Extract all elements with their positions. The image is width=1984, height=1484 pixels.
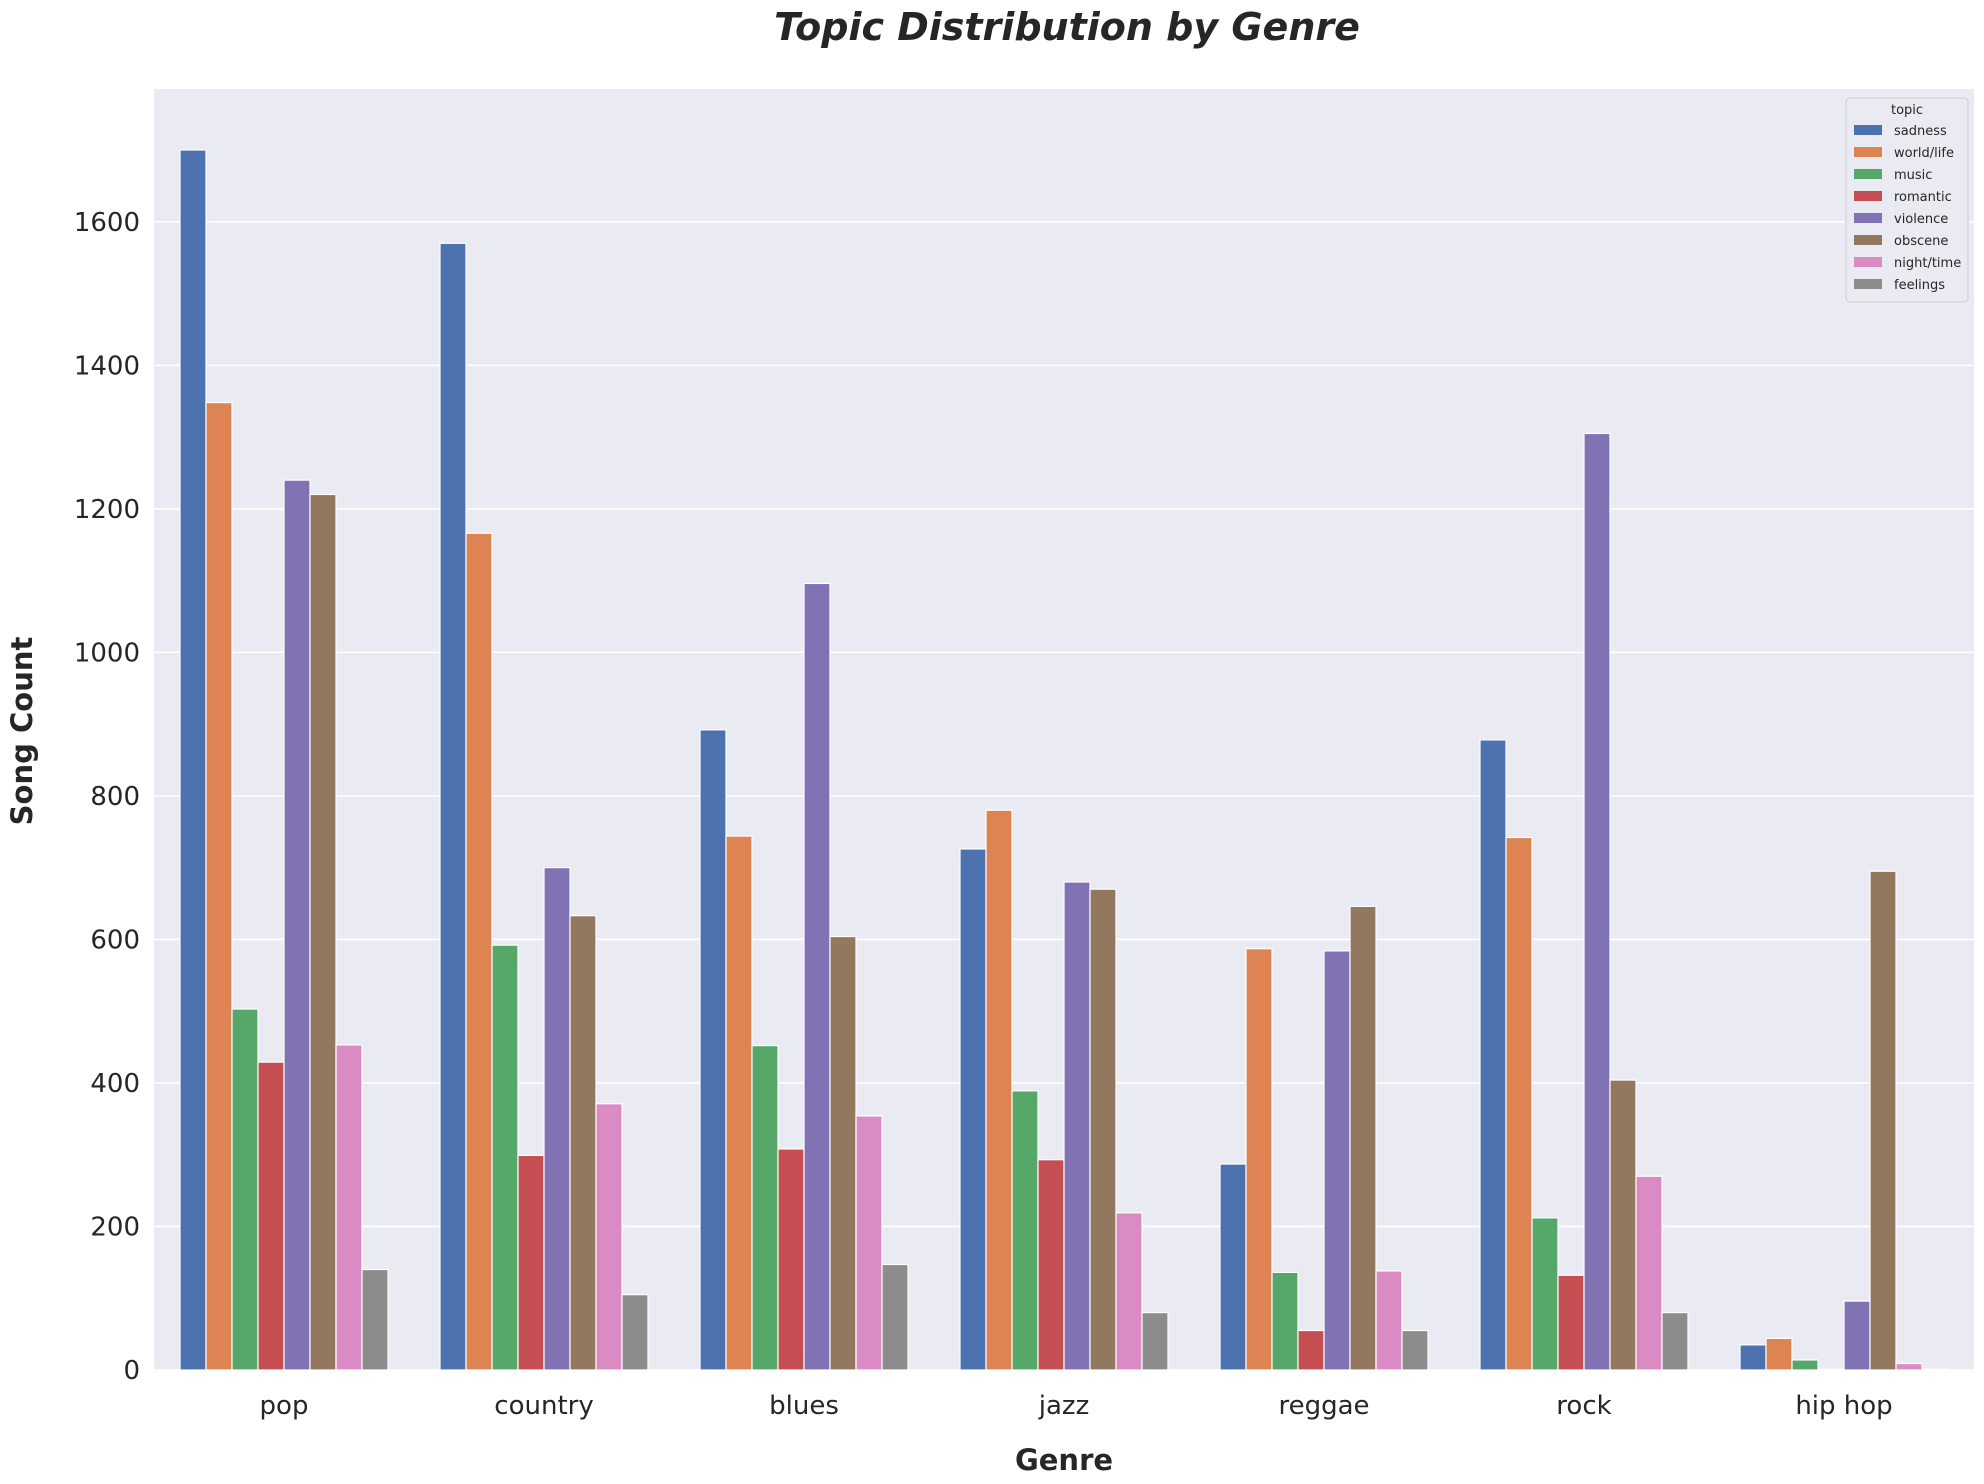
bar-sadness-country <box>439 242 467 1371</box>
bar-sadness-reggae <box>1219 1163 1247 1371</box>
bar-music-hip-hop <box>1791 1359 1819 1371</box>
bar-night-time-pop <box>335 1044 363 1371</box>
bar-violence-pop <box>283 479 311 1371</box>
bar-music-blues <box>751 1045 779 1371</box>
y-tick-label: 800 <box>90 782 140 812</box>
x-tick-label: country <box>494 1391 593 1421</box>
bar-obscene-hip-hop <box>1869 870 1897 1371</box>
y-tick-label: 600 <box>90 925 140 955</box>
bar-obscene-pop <box>309 493 337 1371</box>
legend-label: feelings <box>1894 278 1945 293</box>
bar-romantic-country <box>517 1154 545 1371</box>
legend-label: music <box>1894 168 1932 183</box>
bar-music-country <box>491 944 519 1371</box>
bar-night-time-country <box>595 1103 623 1371</box>
bars <box>179 149 1949 1371</box>
legend-label: world/life <box>1894 146 1954 161</box>
bar-obscene-jazz <box>1089 888 1117 1371</box>
y-axis-label: Song Count <box>5 637 39 826</box>
bar-violence-rock <box>1583 432 1611 1371</box>
legend-swatch <box>1854 279 1882 289</box>
y-axis-ticks: 0 200 400 600 800 1000 1200 1400 1600 <box>74 208 140 1386</box>
bar-violence-jazz <box>1063 881 1091 1371</box>
bar-feelings-pop <box>361 1268 389 1371</box>
bar-music-pop <box>231 1008 259 1371</box>
bar-night-time-hip-hop <box>1895 1362 1923 1371</box>
bar-world-life-hip-hop <box>1765 1337 1793 1371</box>
legend-swatch <box>1854 213 1882 223</box>
legend-swatch <box>1854 169 1882 179</box>
y-tick-label: 1600 <box>74 208 140 238</box>
bar-romantic-jazz <box>1037 1159 1065 1371</box>
bar-romantic-pop <box>257 1061 285 1371</box>
legend-label: sadness <box>1894 124 1947 139</box>
bar-sadness-jazz <box>959 848 987 1371</box>
legend-swatch <box>1854 257 1882 267</box>
bar-world-life-blues <box>725 835 753 1371</box>
x-axis-ticks: pop country blues jazz reggae rock hip hop <box>260 1391 1893 1421</box>
chart-title: Topic Distribution by Genre <box>774 5 1360 49</box>
bar-world-life-rock <box>1505 836 1533 1371</box>
y-tick-label: 1200 <box>74 495 140 525</box>
bar-romantic-rock <box>1557 1274 1585 1371</box>
y-tick-label: 1000 <box>74 638 140 668</box>
legend: topic sadness world/life music romantic viole… <box>1845 97 1969 303</box>
bar-obscene-reggae <box>1349 905 1377 1371</box>
bar-sadness-pop <box>179 149 207 1371</box>
bar-music-reggae <box>1271 1271 1299 1371</box>
bar-feelings-jazz <box>1141 1311 1169 1371</box>
bar-violence-hip-hop <box>1843 1300 1871 1371</box>
y-tick-label: 200 <box>90 1212 140 1242</box>
x-tick-label: hip hop <box>1795 1391 1892 1421</box>
bar-music-rock <box>1531 1217 1559 1371</box>
bar-night-time-blues <box>855 1115 883 1371</box>
bar-romantic-reggae <box>1297 1329 1325 1371</box>
bar-night-time-rock <box>1635 1175 1663 1371</box>
x-axis-label: Genre <box>1015 1443 1113 1477</box>
bar-violence-reggae <box>1323 950 1351 1371</box>
bar-world-life-pop <box>205 402 233 1371</box>
legend-label: night/time <box>1894 256 1961 271</box>
bar-romantic-blues <box>777 1148 805 1371</box>
bar-romantic-hip-hop <box>1817 1368 1845 1371</box>
bar-night-time-reggae <box>1375 1270 1403 1371</box>
x-tick-label: rock <box>1556 1391 1611 1421</box>
bar-feelings-rock <box>1661 1311 1689 1371</box>
bar-feelings-reggae <box>1401 1329 1429 1371</box>
bar-sadness-hip-hop <box>1739 1344 1767 1371</box>
legend-label: violence <box>1894 212 1948 227</box>
legend-swatch <box>1854 147 1882 157</box>
bar-violence-country <box>543 867 571 1371</box>
legend-swatch <box>1854 191 1882 201</box>
bar-obscene-rock <box>1609 1079 1637 1371</box>
bar-sadness-rock <box>1479 739 1507 1371</box>
bar-obscene-blues <box>829 935 857 1371</box>
legend-swatch <box>1854 235 1882 245</box>
x-tick-label: pop <box>260 1391 309 1421</box>
bar-obscene-country <box>569 915 597 1371</box>
bar-feelings-blues <box>881 1263 909 1371</box>
bar-feelings-country <box>621 1294 649 1371</box>
y-tick-label: 1400 <box>74 351 140 381</box>
x-tick-label: blues <box>769 1391 839 1421</box>
bar-world-life-reggae <box>1245 948 1273 1371</box>
x-tick-label: jazz <box>1038 1391 1089 1421</box>
legend-label: obscene <box>1894 234 1948 249</box>
bar-sadness-blues <box>699 729 727 1371</box>
bar-feelings-hip-hop <box>1921 1368 1949 1371</box>
y-tick-label: 0 <box>123 1356 140 1386</box>
legend-label: romantic <box>1894 190 1952 205</box>
legend-swatch <box>1854 125 1882 135</box>
bar-music-jazz <box>1011 1090 1039 1371</box>
y-tick-label: 400 <box>90 1069 140 1099</box>
bar-night-time-jazz <box>1115 1212 1143 1371</box>
legend-title: topic <box>1891 103 1923 118</box>
bar-world-life-jazz <box>985 809 1013 1371</box>
x-tick-label: reggae <box>1278 1391 1369 1421</box>
bar-violence-blues <box>803 582 831 1371</box>
bar-world-life-country <box>465 532 493 1371</box>
